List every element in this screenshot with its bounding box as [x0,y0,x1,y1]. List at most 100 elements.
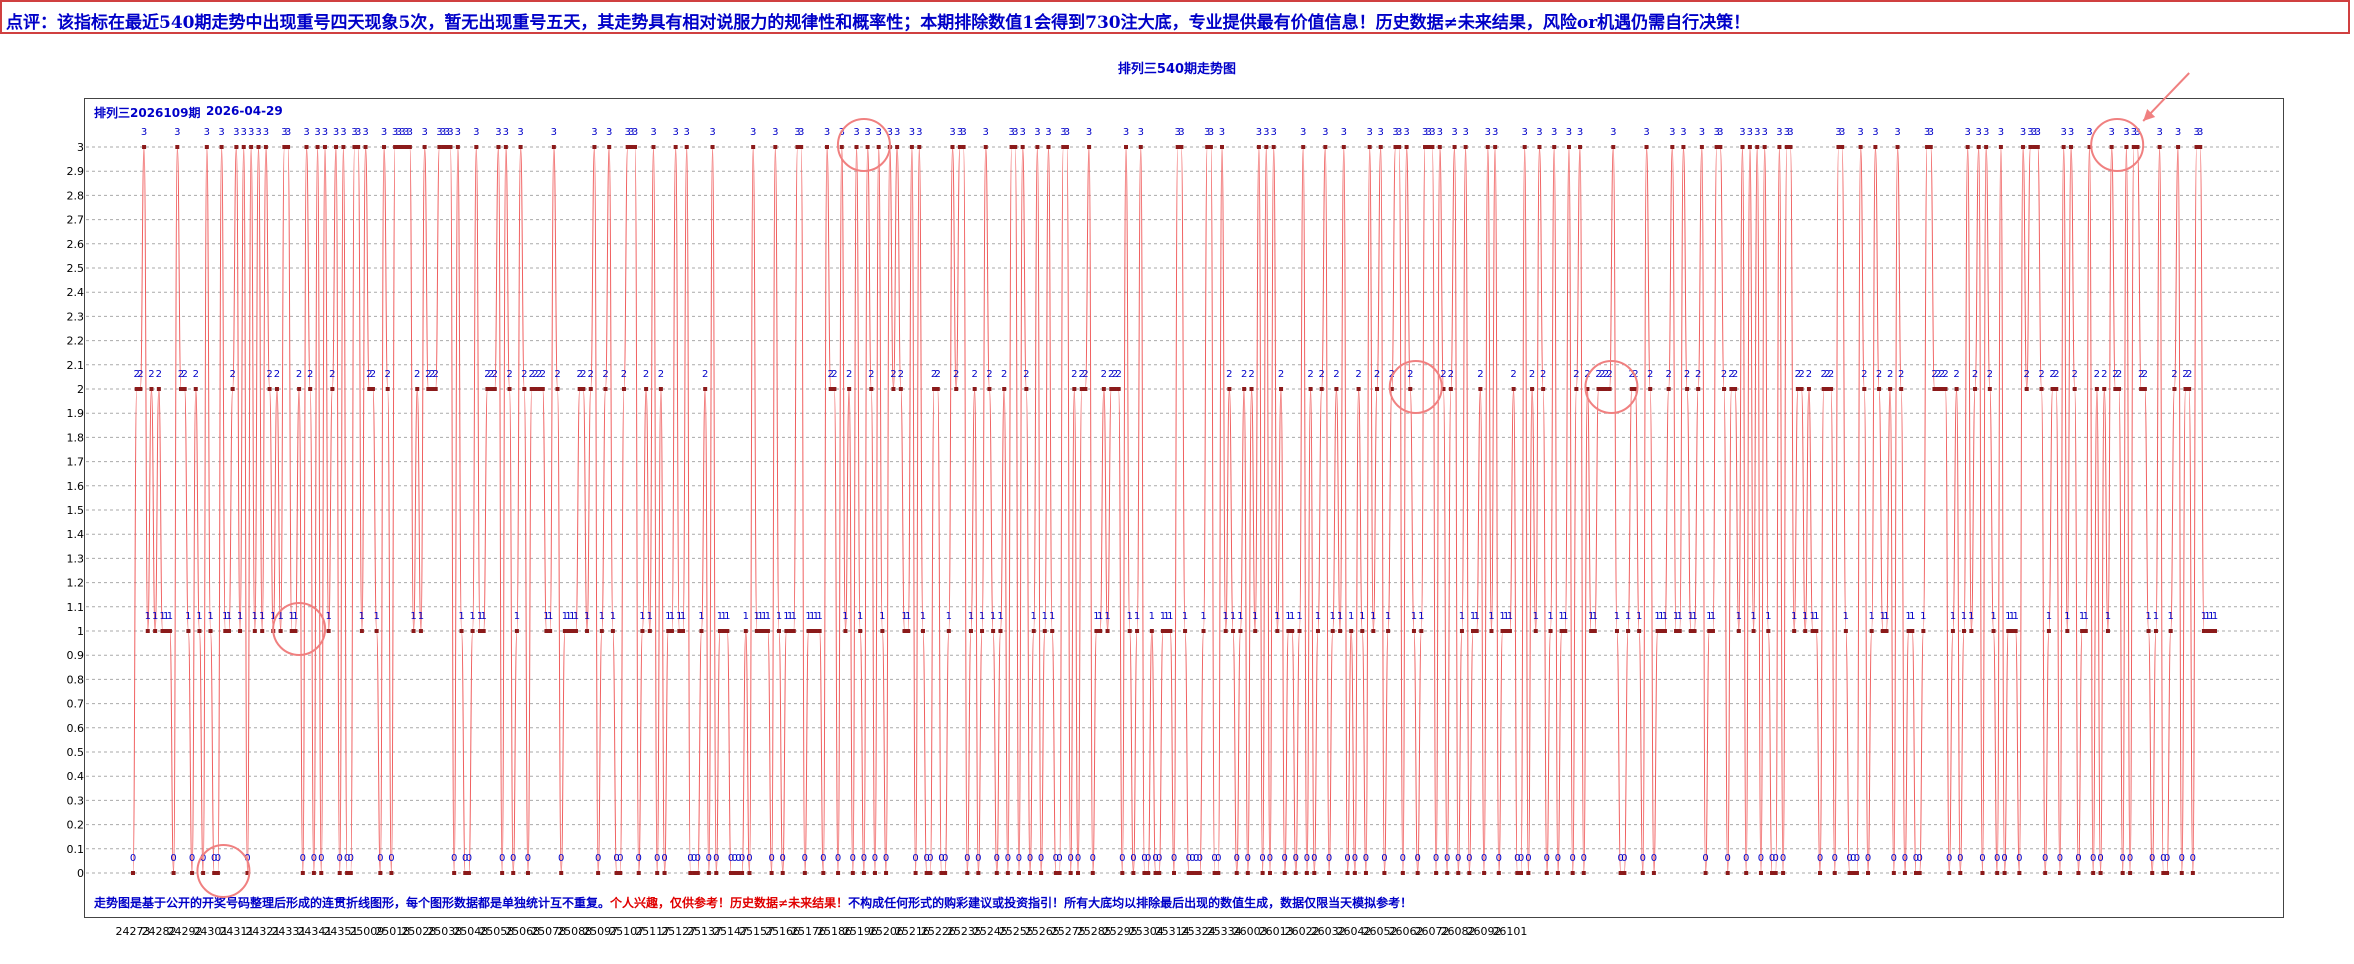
data-point [1127,629,1132,633]
data-point [2098,871,2103,875]
data-label: 1 [676,611,682,622]
data-point [968,629,973,633]
data-label: 3 [381,127,387,138]
data-label: 3 [2193,127,2199,138]
data-label: 1 [1843,611,1849,622]
data-point [1474,629,1479,633]
data-label: 3 [399,127,405,138]
y-tick-label: 0 [77,867,84,880]
data-point [2102,387,2107,391]
data-point [1275,629,1280,633]
data-label: 0 [1056,853,1062,864]
data-label: 1 [1330,611,1336,622]
data-point [522,387,527,391]
data-point [909,145,914,149]
data-label: 2 [540,369,546,380]
data-point [1098,629,1103,633]
data-point [426,387,431,391]
x-tick-label: 25245 [973,925,1008,938]
data-label: 0 [820,853,826,864]
data-label: 1 [1883,611,1889,622]
data-label: 2 [1931,369,1937,380]
x-tick-label: 24341 [297,925,332,938]
data-point [1135,629,1140,633]
data-label: 2 [1665,369,1671,380]
data-point [1674,629,1679,633]
data-point [1016,871,1021,875]
y-tick-label: 0.3 [67,794,85,807]
data-label: 2 [1721,369,1727,380]
data-label: 0 [1152,853,1158,864]
data-point [799,145,804,149]
data-point [1792,629,1797,633]
data-label: 1 [569,611,575,622]
data-point [2201,629,2206,633]
data-label: 3 [632,127,638,138]
data-label: 0 [2127,853,2133,864]
y-tick-label: 0.2 [67,819,85,832]
footnote-warning: 个人兴趣，仅供参考！历史数据≠未来结果！ [610,896,849,910]
data-point [175,145,180,149]
data-point [1485,145,1490,149]
data-label: 3 [672,127,678,138]
data-label: 0 [388,853,394,864]
data-label: 2 [2053,369,2059,380]
data-label: 2 [1629,369,1635,380]
data-point [1699,145,1704,149]
data-label: 3 [1219,127,1225,138]
data-label: 3 [864,127,870,138]
x-tick-label: 24292 [167,925,202,938]
data-point [256,145,261,149]
data-point [2146,629,2151,633]
data-label: 2 [658,369,664,380]
data-label: 1 [1961,611,1967,622]
x-tick-label: 25324 [1181,925,1216,938]
data-point [991,629,996,633]
data-label: 0 [850,853,856,864]
data-point [581,387,586,391]
data-label: 0 [1311,853,1317,864]
data-label: 2 [137,369,143,380]
x-tick-label: 25186 [817,925,852,938]
data-point [1976,145,1981,149]
data-point [784,629,789,633]
data-label: 3 [853,127,859,138]
data-label: 2 [1795,369,1801,380]
x-tick-label: 25255 [999,925,1034,938]
data-point [1349,629,1354,633]
highlight-circle [2090,118,2145,172]
data-point [1456,871,1461,875]
x-tick-label: 25226 [921,925,956,938]
data-label: 0 [1702,853,1708,864]
data-point [352,145,357,149]
x-tick-label: 25088 [557,925,592,938]
data-label: 0 [1758,853,1764,864]
data-point [367,387,372,391]
data-label: 1 [724,611,730,622]
data-label: 3 [1034,127,1040,138]
x-tick-label: 24282 [141,925,176,938]
data-point [1869,629,1874,633]
data-point [1961,629,1966,633]
data-label: 1 [185,611,191,622]
data-point [596,871,601,875]
data-label: 0 [994,853,1000,864]
data-point [1120,871,1125,875]
data-point [1434,871,1439,875]
data-label: 0 [1850,853,1856,864]
data-label: 0 [1946,853,1952,864]
data-label: 1 [1163,611,1169,622]
data-label: 2 [1695,369,1701,380]
x-tick-label: 25018 [375,925,410,938]
data-label: 2 [643,369,649,380]
data-point [980,629,985,633]
data-label: 0 [691,853,697,864]
data-point [1301,145,1306,149]
data-point [1836,145,1841,149]
data-point [1330,629,1335,633]
data-point [1832,871,1837,875]
data-label: 1 [1950,611,1956,622]
data-point [688,871,693,875]
data-label: 3 [204,127,210,138]
data-label: 0 [2090,853,2096,864]
